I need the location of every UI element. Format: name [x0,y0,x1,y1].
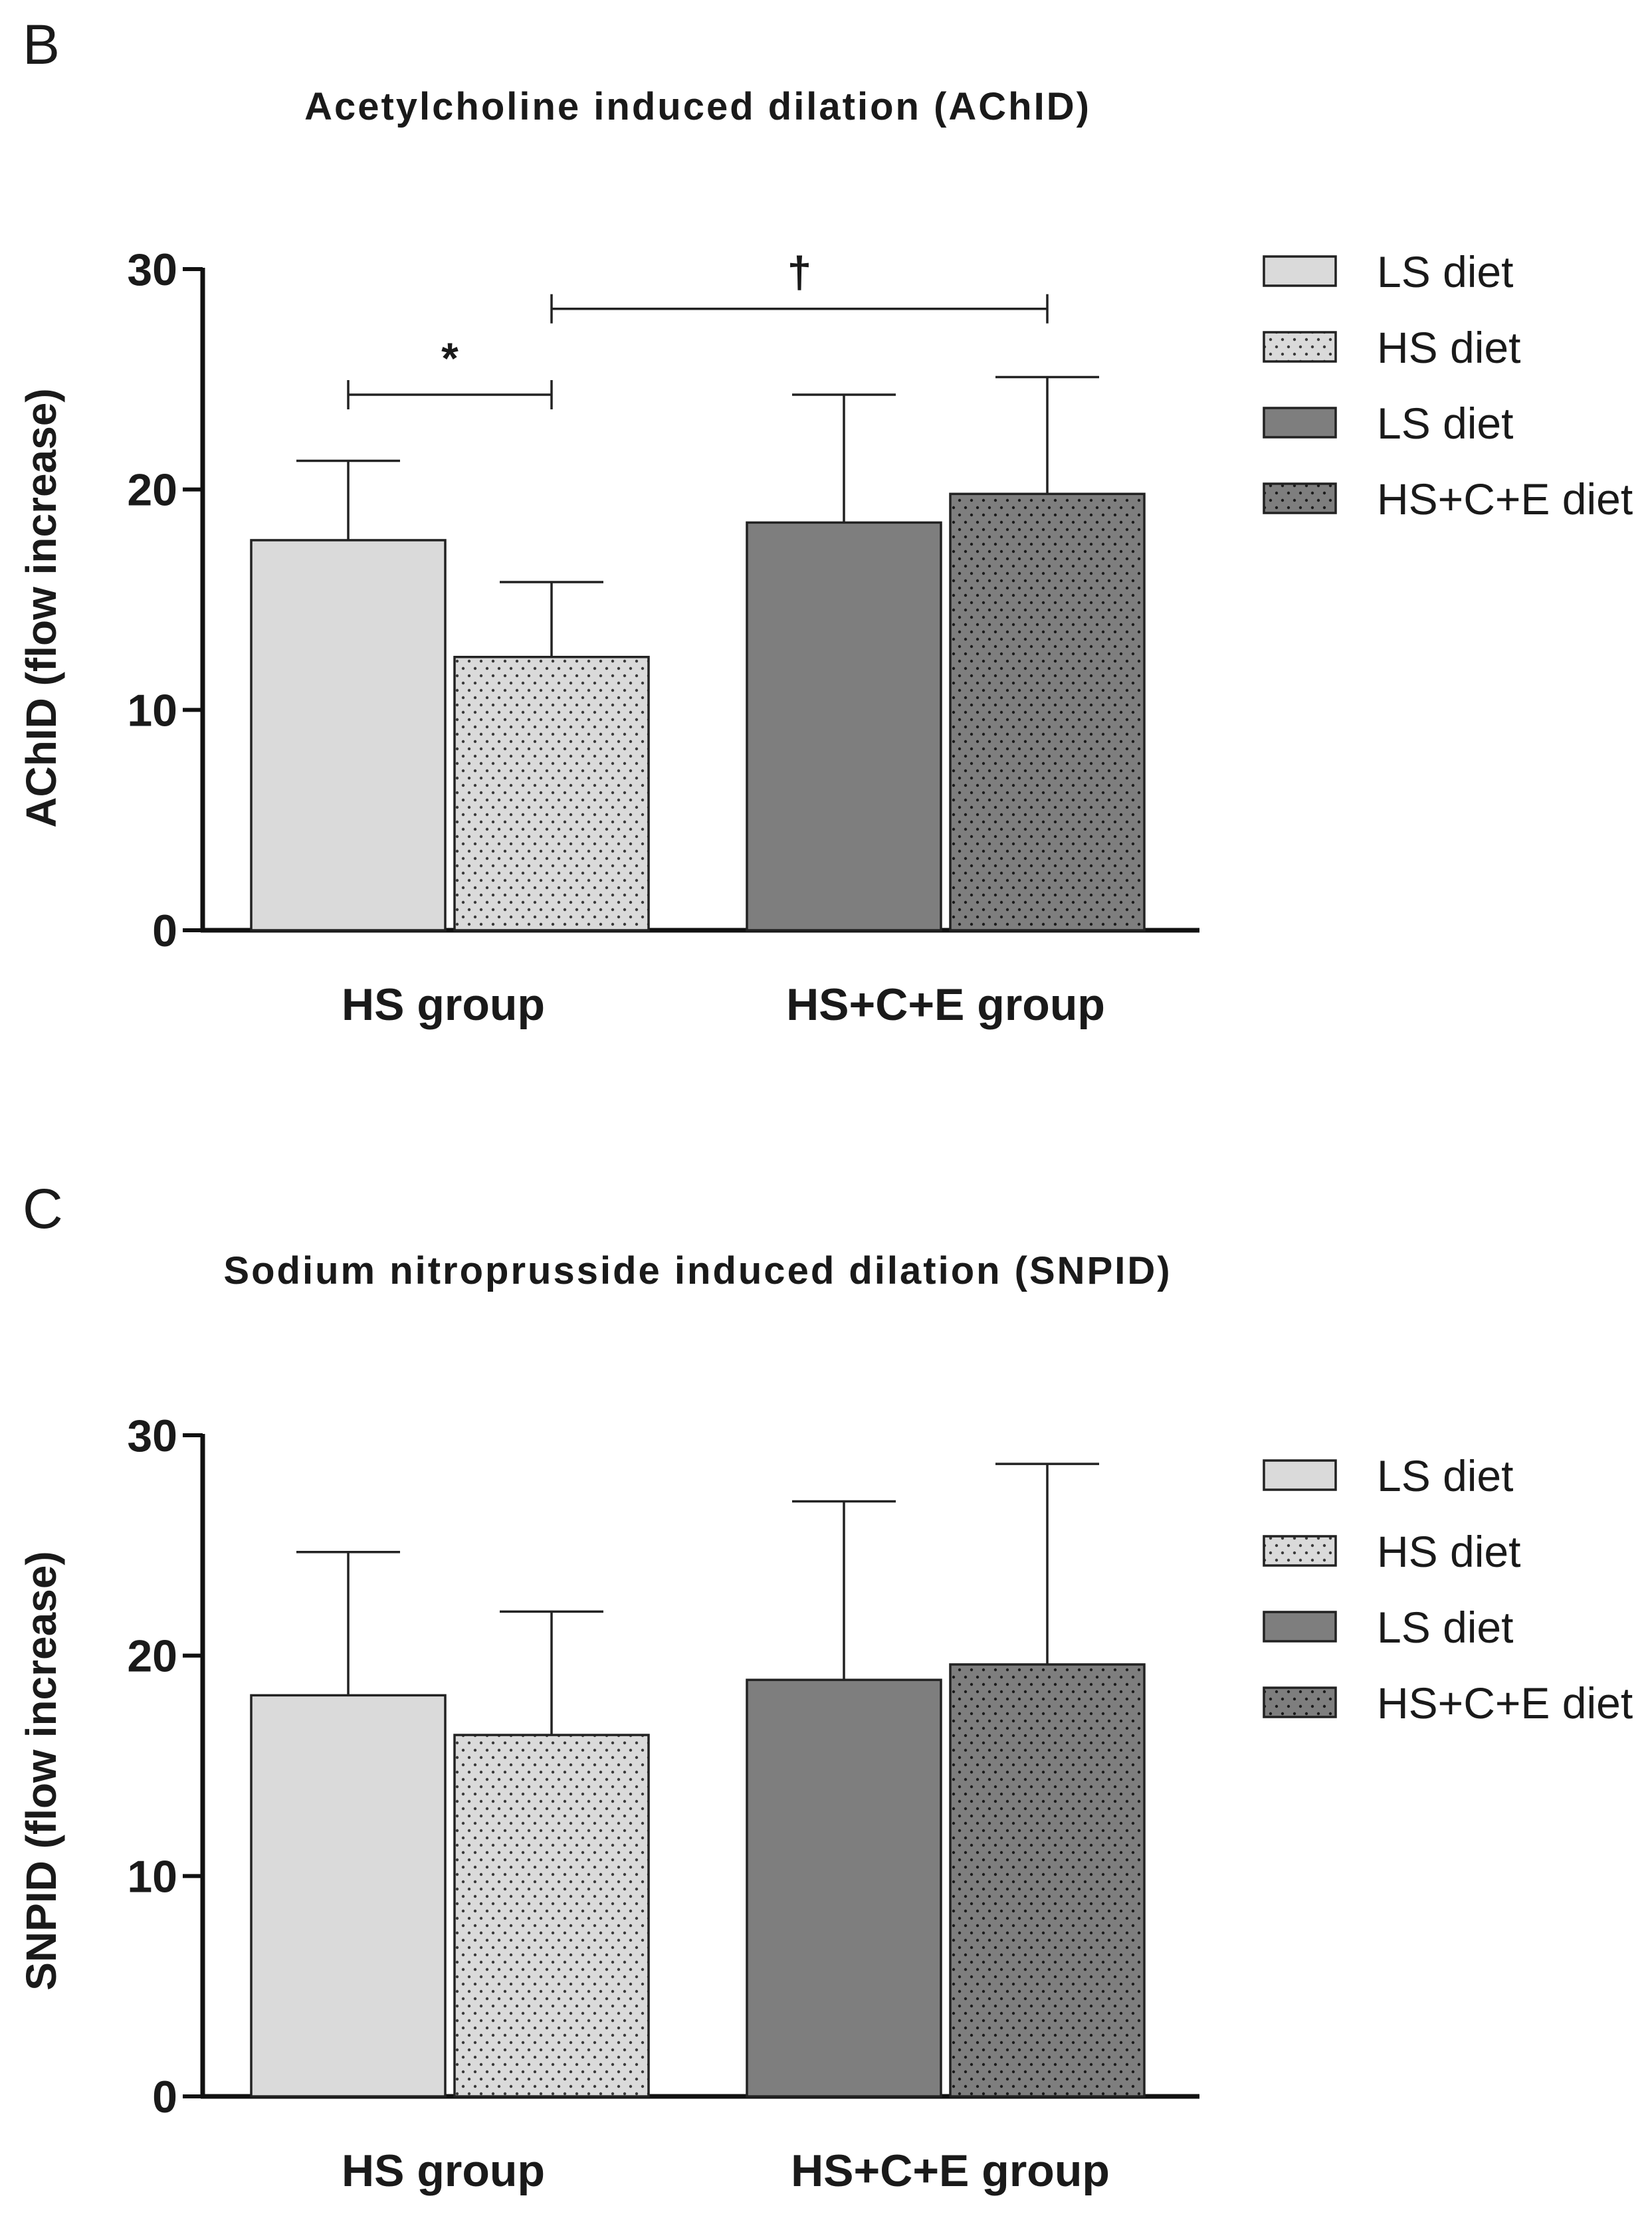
significance-label: † [787,248,812,297]
legend-swatch [1263,1535,1337,1567]
y-tick-label: 0 [152,2072,177,2122]
bar [949,492,1146,932]
panel-letter-b: B [23,13,60,76]
legend-label: HS diet [1377,323,1520,372]
chart-title: Sodium nitroprusside induced dilation (S… [223,1249,1172,1292]
chart-title: Acetylcholine induced dilation (AChID) [304,85,1091,128]
significance-label: * [441,334,459,383]
y-tick-label: 0 [152,906,177,956]
error-bars [296,1462,1099,1736]
y-tick-label: 10 [127,1851,177,1902]
x-category-label: HS group [342,979,545,1030]
legend-label: LS diet [1377,247,1513,296]
legend-swatch [1263,482,1337,514]
bar [746,521,942,932]
legend-swatch [1263,331,1337,363]
y-axis-label: SNPID (flow increase) [17,1551,65,1991]
x-category-labels: HS group HS+C+E group [342,2146,1110,2196]
y-axis-label: AChID (flow increase) [17,388,65,827]
legend-label: HS diet [1377,1527,1520,1576]
legend-swatch [1263,1686,1337,1718]
legend-label: HS+C+E diet [1377,474,1633,524]
bar [453,1734,650,2098]
y-tick-label: 30 [127,245,177,295]
legend-swatch [1263,1611,1337,1643]
bar [746,1678,942,2098]
legend-swatch [1263,407,1337,439]
y-tick-label: 20 [127,1631,177,1682]
chart-panel-b: B Acetylcholine induced dilation (AChID)… [17,13,1633,1030]
legend-label: LS diet [1377,1451,1513,1500]
x-category-label: HS+C+E group [791,2146,1110,2196]
legend: LS diet HS diet LS diet HS+C+E diet [1263,247,1633,524]
x-category-labels: HS group HS+C+E group [342,979,1105,1030]
x-category-label: HS+C+E group [786,979,1105,1030]
y-tick-label: 10 [127,685,177,736]
x-category-label: HS group [342,2146,545,2196]
bar [250,539,447,932]
chart-panel-c: C Sodium nitroprusside induced dilation … [17,1177,1633,2196]
bars [250,1663,1146,2098]
legend-label: LS diet [1377,1603,1513,1652]
legend-label: LS diet [1377,399,1513,448]
y-tick-label: 30 [127,1411,177,1461]
y-tick-label: 20 [127,465,177,516]
legend-label: HS+C+E diet [1377,1678,1633,1728]
legend-swatch [1263,1459,1337,1491]
panel-letter-c: C [23,1177,63,1240]
error-bars [296,375,1099,657]
legend: LS diet HS diet LS diet HS+C+E diet [1263,1451,1633,1728]
bar [453,655,650,932]
bar [250,1694,447,2098]
significance-markers: *† [347,248,1049,410]
bars [250,492,1146,932]
legend-swatch [1263,255,1337,287]
bar [949,1663,1146,2098]
